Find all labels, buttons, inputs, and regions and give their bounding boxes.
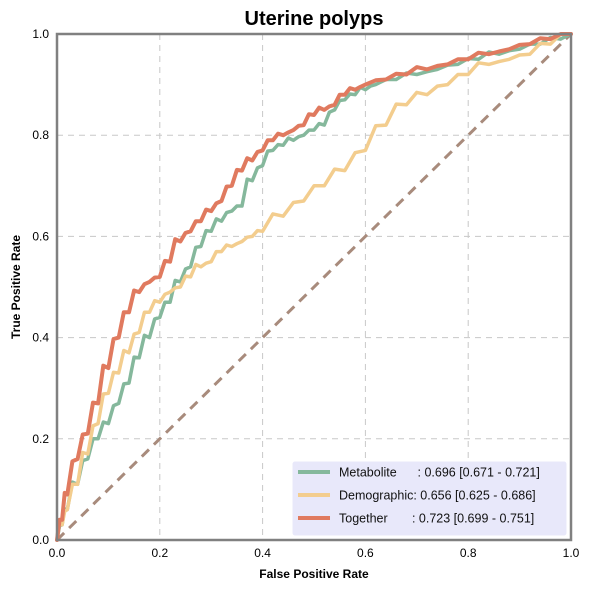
series-line-demographic [55,32,573,542]
series-line-together [55,32,573,542]
y-tick-label: 0.6 [32,229,49,243]
x-tick-label: 0.6 [357,546,374,560]
x-axis-ticks: 0.0 0.2 0.4 0.6 0.8 1.0 [49,546,580,560]
roc-curves [55,32,573,542]
grid [57,34,571,540]
x-tick-label: 0.4 [254,546,271,560]
y-axis-ticks: 0.0 0.2 0.4 0.6 0.8 1.0 [32,27,49,547]
series-line-metabolite [55,32,573,542]
y-tick-label: 0.0 [32,533,49,547]
y-tick-label: 0.4 [32,331,49,345]
x-tick-label: 0.0 [49,546,66,560]
y-axis-label: True Positive Rate [9,235,23,339]
legend-label-metabolite: Metabolite : 0.696 [0.671 - 0.721] [339,466,540,480]
x-tick-label: 1.0 [563,546,580,560]
y-tick-label: 1.0 [32,27,49,41]
series-line-chance [55,32,573,542]
legend-label-together: Together : 0.723 [0.699 - 0.751] [339,512,534,526]
plot-frame [55,32,573,542]
chance-line [55,32,573,542]
legend-box [292,461,567,536]
chart-title: Uterine polyps [245,8,384,30]
legend: Metabolite : 0.696 [0.671 - 0.721] Demogr… [292,461,567,536]
legend-label-demographic: Demographic: 0.656 [0.625 - 0.686] [339,489,536,503]
x-axis-label: False Positive Rate [259,567,369,581]
x-tick-label: 0.2 [151,546,168,560]
y-tick-label: 0.2 [32,432,49,446]
x-tick-label: 0.8 [460,546,477,560]
y-tick-label: 0.8 [32,128,49,142]
